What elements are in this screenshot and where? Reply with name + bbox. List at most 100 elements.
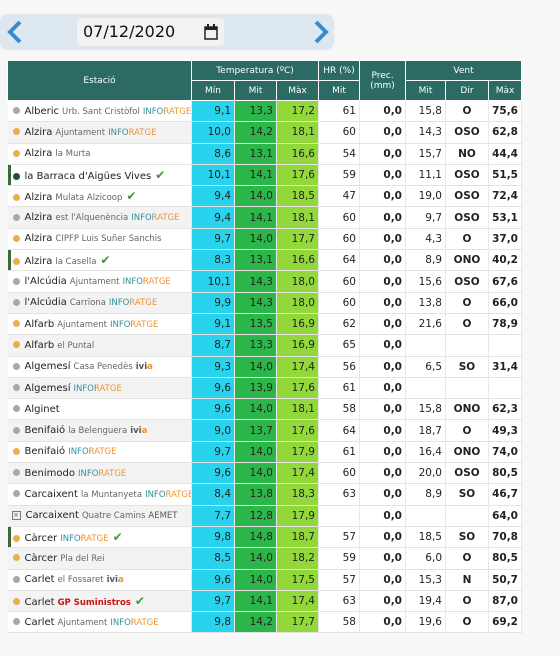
value-cell: 7,7 (191, 505, 235, 527)
cell-text: 74,0 (492, 445, 518, 458)
value-cell: SO (445, 526, 489, 549)
cell-text: 80,5 (492, 552, 518, 565)
value-cell: 0,0 (359, 526, 406, 549)
cell-text: 60 (342, 211, 356, 224)
cell-text: 4,3 (425, 232, 442, 245)
status-dot (12, 320, 20, 328)
status-dot (12, 107, 20, 115)
cell-text: 9,3 (214, 360, 231, 373)
cell-text: 0,0 (383, 275, 402, 288)
station-name: l'Alcúdia (24, 276, 67, 288)
station-name: Algemesí (24, 361, 71, 373)
station-row: Benimodo INFORATGE 9,6 14,0 17,4 60 0,0 20,0 OSO… (7, 462, 522, 485)
station-location: la Casella (55, 257, 97, 268)
station-row: Alzira CIPFP Luis Suñer Sanchis 9,7 14,0 17,… (7, 228, 522, 251)
value-cell: 59 (318, 164, 360, 187)
station-cell: Càrcer Pla del Rei (7, 547, 192, 570)
value-cell: 0,0 (359, 590, 406, 613)
cell-text: 10,1 (207, 169, 231, 182)
value-cell: 0,0 (359, 398, 406, 421)
cell-text: 0,0 (383, 382, 402, 394)
value-cell: 9,6 (191, 569, 235, 591)
station-location: la Belenguera (68, 426, 128, 437)
cell-text: 14,0 (249, 445, 273, 458)
next-day[interactable] (308, 18, 332, 46)
value-cell: 63 (318, 590, 360, 613)
cell-text: 0,0 (383, 147, 402, 160)
cell-text: 75,6 (492, 105, 518, 118)
station-name: Carlet (24, 596, 55, 608)
cell-text: 8,4 (214, 488, 231, 501)
cell-text: OSO (454, 169, 480, 182)
status-dot (12, 341, 20, 349)
station-cell: Alzira la Murta (7, 143, 192, 165)
station-name: Alfarb (24, 318, 55, 330)
station-name: Alzira (24, 126, 53, 138)
cell-text: 62,8 (492, 126, 518, 139)
cell-text: 8,9 (425, 254, 442, 267)
cell-text: 0,0 (383, 509, 402, 522)
column-group: Prec. (mm) (359, 60, 406, 101)
value-cell: 17,9 (276, 441, 319, 464)
cell-text: 18,1 (291, 211, 315, 224)
cell-text: 9,7 (425, 211, 442, 224)
cell-text: 50,7 (492, 573, 518, 586)
cell-text: 0,0 (383, 360, 402, 373)
value-cell: 14,1 (234, 164, 277, 187)
status-dot (12, 618, 20, 626)
cell-text: 0,0 (383, 339, 402, 352)
cell-text: OSO (454, 467, 480, 480)
station-source: ivia (135, 362, 153, 373)
cell-text: 14,0 (249, 190, 273, 203)
subheader: Màx (488, 80, 522, 101)
status-dot (12, 534, 20, 542)
cell-text: 57 (342, 573, 356, 586)
value-cell: 14,0 (234, 462, 277, 485)
value-cell (405, 505, 446, 527)
cell-text: 14,0 (249, 552, 273, 565)
value-cell: 18,7 (405, 419, 446, 442)
status-dot (12, 426, 20, 434)
cell-text: 14,8 (249, 531, 273, 544)
value-cell: 16,9 (276, 334, 319, 357)
cell-text: 18,5 (291, 190, 315, 203)
cell-text: 18,1 (291, 403, 315, 416)
value-cell: 10,1 (191, 270, 235, 293)
value-cell: O (445, 100, 489, 123)
cell-text: 72,4 (492, 190, 518, 203)
value-cell: 57 (318, 569, 360, 591)
station-location: CIPFP Luis Suñer Sanchis (55, 234, 162, 245)
status-dot (12, 575, 20, 583)
value-cell: OSO (445, 185, 489, 208)
station-row: Alberic Urb. Sant Cristòfol INFORATGE 9,1 13… (7, 100, 522, 123)
value-cell: OSO (445, 270, 489, 293)
cell-text: 80,5 (492, 467, 518, 480)
value-cell: 9,3 (191, 356, 235, 378)
value-cell: 0,0 (359, 164, 406, 187)
cell-text: 9,1 (214, 105, 231, 118)
cell-text: 37,0 (492, 232, 518, 245)
value-cell: 69,2 (488, 611, 522, 634)
cell-text: 60 (342, 275, 356, 288)
value-cell: 58 (318, 611, 360, 634)
status-dot (12, 469, 20, 477)
value-cell: O (445, 611, 489, 634)
station-row: Algemesí Casa Penedès ivia 9,3 14,0 17,4 56 0,0… (7, 356, 522, 378)
value-cell: 13,8 (234, 483, 277, 506)
value-cell: 18,5 (405, 526, 446, 549)
station-cell: Càrcer INFORATGE ✔ (7, 526, 192, 549)
station-row: l'Alcúdia Carrïona INFORATGE 9,9 14,3 18,0 60 0… (7, 292, 522, 314)
date-text: 07/12/2020 (83, 22, 176, 41)
cell-text: 17,4 (291, 594, 315, 607)
station-cell: Carcaixent la Muntanyeta INFORATGE (7, 483, 192, 506)
calendar-icon[interactable] (204, 24, 218, 40)
status-dot (12, 128, 20, 136)
cell-text: 14,3 (249, 296, 273, 309)
prev-day[interactable] (4, 18, 28, 46)
cell-text: 17,6 (291, 169, 315, 182)
station-cell: Alzira Mulata Alzicoop ✔ (7, 185, 192, 208)
subheader-row: Mín Mit Màx Mit Mit Dir Màx (8, 80, 522, 101)
value-cell: O (445, 419, 489, 442)
date-input[interactable]: 07/12/2020 (77, 18, 224, 46)
cell-text: 69,2 (492, 616, 518, 629)
